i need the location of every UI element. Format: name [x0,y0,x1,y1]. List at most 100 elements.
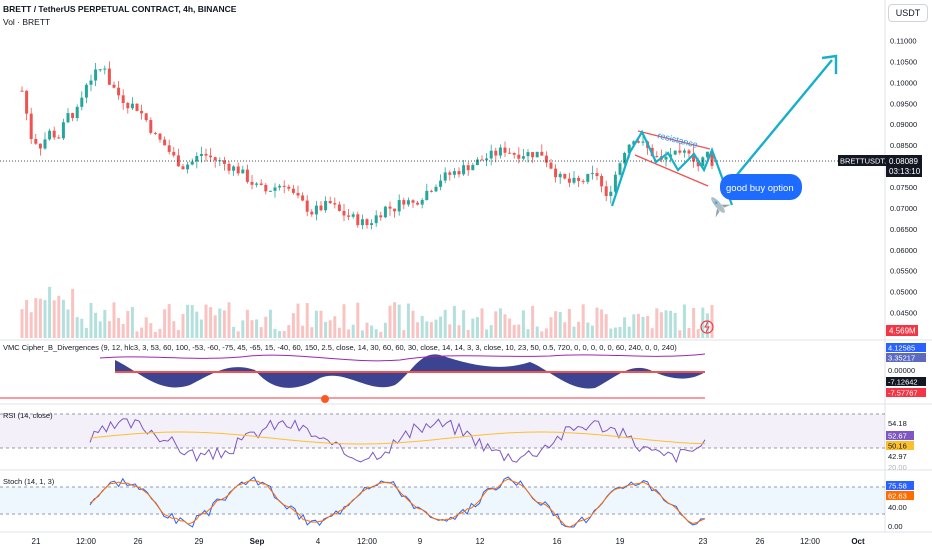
volume-bar [61,299,65,338]
candle-body [618,163,622,175]
candle-body [360,219,364,226]
volume-bar [370,325,374,338]
candle-body [586,173,590,182]
candle-body [135,103,139,111]
volume-bar [167,304,171,338]
volume-bar [655,308,659,338]
candle-body [429,190,433,192]
volume-bar [503,314,507,338]
volume-bar [641,316,645,338]
price-tick-label: 0.09000 [890,120,917,129]
volume-bar [600,309,604,338]
volume-bar [462,310,466,338]
volume-bar [650,328,654,338]
candle-body [29,113,33,139]
candle-body [632,141,636,145]
candle-body [163,139,167,146]
volume-bar [480,308,484,338]
candle-body [498,147,502,156]
candle-body [443,172,447,181]
candle-body [521,156,525,159]
volume-bar [342,304,346,338]
stoch-label-4: 0.00 [888,522,903,531]
time-tick-label: 9 [418,537,423,546]
volume-bar [604,314,608,338]
time-tick-label: 16 [553,537,562,546]
volume-bar [590,325,594,338]
candle-body [705,151,709,158]
volume-bar [149,323,153,338]
volume-bar [613,327,617,338]
candle-body [439,180,443,187]
candle-body [287,186,291,189]
volume-bar [558,312,562,338]
volume-bar [457,325,461,338]
volume-bar [333,316,337,338]
stoch-panel: Stoch (14, 1, 3) 75.58 62.63 40.00 0.00 [0,476,914,531]
volume-bar [94,312,98,338]
candle-body [278,185,282,188]
candle-body [374,215,378,224]
candle-body [590,173,594,175]
volume-bar [103,309,107,338]
volume-bar [577,321,581,338]
volume-bar [278,331,282,338]
candle-body [94,69,98,81]
volume-bar [190,305,194,338]
volume-bar [140,327,144,338]
candle-body [567,178,571,183]
candle-body [452,171,456,175]
candle-body [48,130,52,140]
volume-bar [508,318,512,338]
candle-body [241,169,245,174]
volume-bar [314,310,318,338]
volume-bar [618,327,622,338]
candle-body [554,168,558,178]
candle-body [34,138,38,144]
volume-bar [485,329,489,338]
candle-body [563,173,567,179]
volume-bar [227,302,231,338]
volume-bar [429,322,433,338]
vmc-tag-1: 4.12585 [888,344,915,353]
candle-body [328,200,332,204]
candle-body [245,169,249,182]
resistance-label: resistance [657,130,699,150]
time-tick-label: 26 [756,537,765,546]
volume-bar [20,309,24,338]
candle-body [682,150,686,153]
candle-body [535,151,539,158]
volume-bar [48,286,52,338]
candle-body [655,156,659,158]
candle-body [57,137,61,139]
candle-body [140,110,144,114]
candle-body [296,192,300,196]
candle-body [609,191,613,197]
volume-bar [512,324,516,338]
candle-body [701,157,705,167]
flash-icon[interactable] [700,320,714,334]
resistance-line-bottom [634,154,709,187]
candle-body [517,154,521,159]
candle-body [393,208,397,212]
candle-body [144,113,148,121]
candle-body [494,150,498,156]
candle-body [406,200,410,205]
candle-body [503,147,507,153]
volume-bar [144,317,148,338]
volume-bar [554,311,558,338]
candle-body [20,90,24,92]
candle-body [434,186,438,192]
volume-bar [75,317,79,338]
volume-bar [126,311,130,338]
volume-bar [250,320,254,338]
volume-bar [374,329,378,338]
currency-button[interactable]: USDT [888,4,928,22]
candle-body [222,160,226,164]
candle-body [319,205,323,211]
candle-body [581,180,585,182]
volume-bar [526,329,530,338]
price-tags: BRETTUSDT.P 0.08089 03:13:10 4.569M [838,155,922,336]
vmc-mfi-line [99,353,706,362]
candle-body [388,206,392,209]
